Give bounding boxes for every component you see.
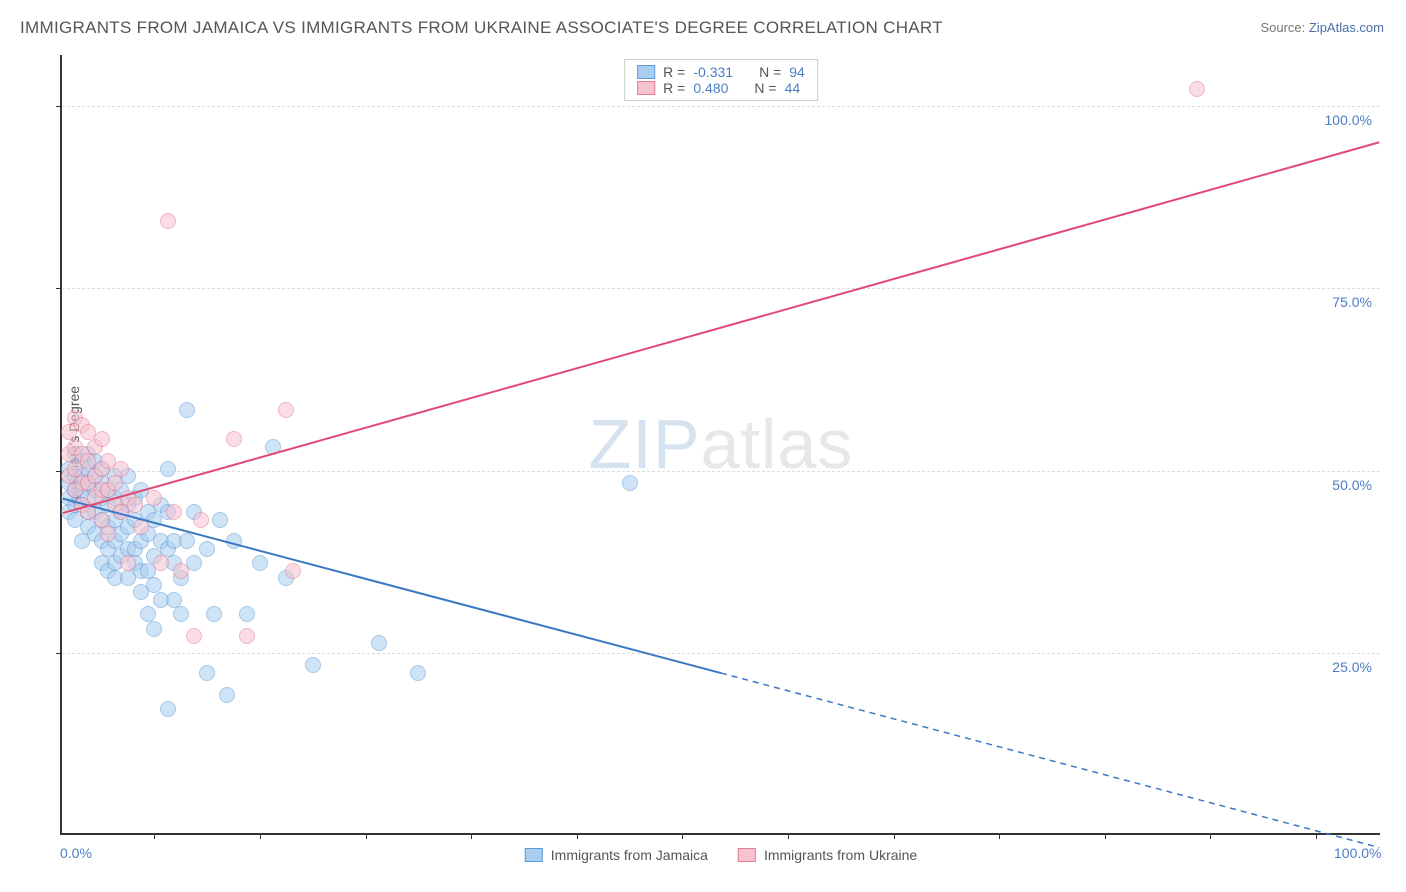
legend-label: Immigrants from Jamaica	[551, 847, 708, 863]
x-tick	[1316, 833, 1317, 839]
source-credit: Source: ZipAtlas.com	[1260, 20, 1384, 35]
n-label: N =	[759, 64, 781, 80]
x-tick	[471, 833, 472, 839]
n-label: N =	[754, 80, 776, 96]
x-tick	[682, 833, 683, 839]
r-label: R =	[663, 80, 685, 96]
legend-row: R = -0.331 N = 94	[637, 64, 805, 80]
legend-swatch	[525, 848, 543, 862]
n-value: 94	[789, 64, 805, 80]
x-tick	[894, 833, 895, 839]
series-legend: Immigrants from Jamaica Immigrants from U…	[525, 847, 917, 863]
source-label: Source:	[1260, 20, 1308, 35]
x-tick	[1210, 833, 1211, 839]
trend-line	[63, 499, 721, 674]
chart-title: IMMIGRANTS FROM JAMAICA VS IMMIGRANTS FR…	[20, 18, 943, 38]
legend-label: Immigrants from Ukraine	[764, 847, 917, 863]
legend-swatch	[637, 81, 655, 95]
x-tick	[577, 833, 578, 839]
source-link[interactable]: ZipAtlas.com	[1309, 20, 1384, 35]
legend-swatch	[738, 848, 756, 862]
legend-item: Immigrants from Jamaica	[525, 847, 708, 863]
x-tick-label: 0.0%	[60, 845, 92, 861]
x-tick	[788, 833, 789, 839]
trend-lines	[62, 55, 1380, 833]
x-tick	[1105, 833, 1106, 839]
n-value: 44	[785, 80, 801, 96]
x-tick	[366, 833, 367, 839]
x-tick-label: 100.0%	[1334, 845, 1381, 861]
correlation-legend: R = -0.331 N = 94 R = 0.480 N = 44	[624, 59, 818, 101]
legend-row: R = 0.480 N = 44	[637, 80, 805, 96]
r-label: R =	[663, 64, 685, 80]
r-value: -0.331	[693, 64, 733, 80]
legend-swatch	[637, 65, 655, 79]
trend-line-extrapolated	[721, 673, 1379, 848]
plot-area: ZIPatlas R = -0.331N = 94R = 0.480N = 44…	[60, 55, 1380, 835]
x-tick	[154, 833, 155, 839]
legend-item: Immigrants from Ukraine	[738, 847, 917, 863]
trend-line	[63, 142, 1380, 513]
x-tick	[260, 833, 261, 839]
r-value: 0.480	[693, 80, 728, 96]
x-tick	[999, 833, 1000, 839]
